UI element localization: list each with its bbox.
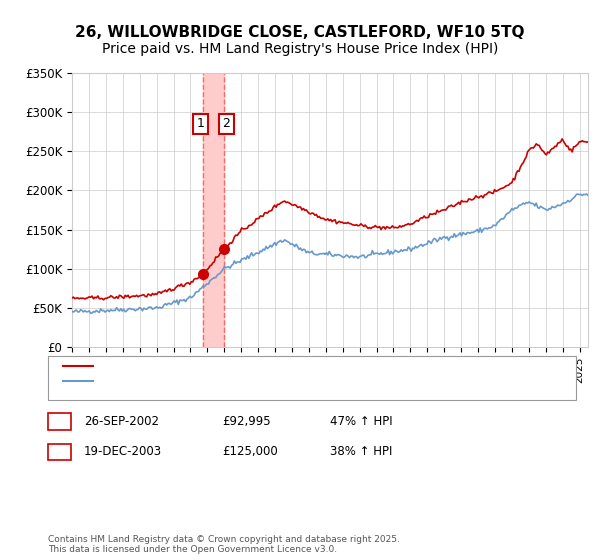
Text: Price paid vs. HM Land Registry's House Price Index (HPI): Price paid vs. HM Land Registry's House … xyxy=(102,42,498,56)
Text: HPI: Average price, semi-detached house, Wakefield: HPI: Average price, semi-detached house,… xyxy=(97,376,370,386)
Text: £92,995: £92,995 xyxy=(222,414,271,428)
Text: 26-SEP-2002: 26-SEP-2002 xyxy=(84,414,159,428)
Text: 1: 1 xyxy=(196,117,205,130)
Bar xyxy=(203,73,224,347)
Text: 1: 1 xyxy=(55,414,64,428)
Text: 2: 2 xyxy=(55,445,64,459)
Text: 2: 2 xyxy=(223,117,230,130)
Text: 26, WILLOWBRIDGE CLOSE, CASTLEFORD, WF10 5TQ: 26, WILLOWBRIDGE CLOSE, CASTLEFORD, WF10… xyxy=(75,25,525,40)
Text: 38% ↑ HPI: 38% ↑ HPI xyxy=(330,445,392,459)
Text: 19-DEC-2003: 19-DEC-2003 xyxy=(84,445,162,459)
Text: 47% ↑ HPI: 47% ↑ HPI xyxy=(330,414,392,428)
Text: Contains HM Land Registry data © Crown copyright and database right 2025.
This d: Contains HM Land Registry data © Crown c… xyxy=(48,535,400,554)
Text: £125,000: £125,000 xyxy=(222,445,278,459)
Text: 26, WILLOWBRIDGE CLOSE, CASTLEFORD, WF10 5TQ (semi-detached house): 26, WILLOWBRIDGE CLOSE, CASTLEFORD, WF10… xyxy=(97,361,497,371)
